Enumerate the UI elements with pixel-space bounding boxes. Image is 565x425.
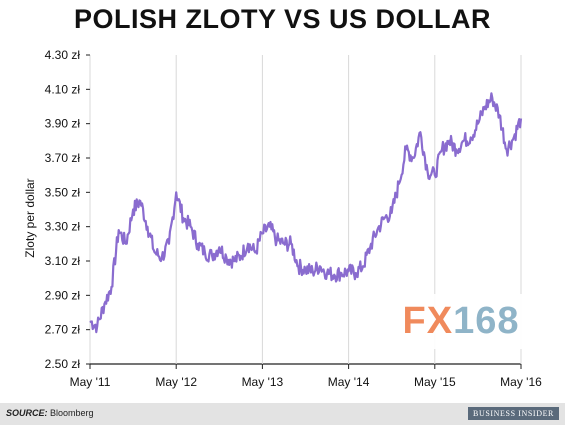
chart-title: POLISH ZLOTY VS US DOLLAR — [73, 4, 492, 34]
business-insider-logo: BUSINESS INSIDER — [468, 407, 559, 420]
y-tick-label: 4.30 zł — [45, 48, 81, 62]
y-tick-label: 2.90 zł — [45, 288, 81, 302]
y-tick-label: 3.50 zł — [45, 185, 81, 199]
watermark-number: 168 — [453, 300, 520, 342]
x-axis-ticks: May '11 May '12 May '13 May '14 May '15 May '… — [70, 364, 542, 389]
y-tick-label: 2.50 zł — [45, 357, 81, 371]
source-label: SOURCE: — [6, 408, 48, 418]
y-axis-ticks: 2.50 zł 2.70 zł 2.90 zł 3.10 zł 3.30 zł 3.50 … — [45, 48, 90, 371]
x-tick-label: May '13 — [242, 375, 284, 389]
y-tick-label: 2.70 zł — [45, 323, 81, 337]
source-value: Bloomberg — [50, 408, 94, 418]
y-tick-label: 3.90 zł — [45, 117, 81, 131]
footer-bar: SOURCE: Bloomberg BUSINESS INSIDER — [0, 403, 565, 425]
x-tick-label: May '14 — [328, 375, 370, 389]
watermark-prefix: FX — [402, 300, 454, 342]
x-tick-label: May '11 — [70, 375, 111, 389]
y-axis-label: Zloty per dollar — [23, 178, 37, 257]
series-group — [89, 92, 523, 334]
line-chart: 2.50 zł 2.70 zł 2.90 zł 3.10 zł 3.30 zł 3.50 … — [23, 48, 542, 389]
x-tick-label: May '12 — [155, 375, 197, 389]
x-tick-label: May '15 — [414, 375, 456, 389]
source-note: SOURCE: Bloomberg — [6, 408, 94, 418]
fx168-watermark: FX 168 — [372, 294, 550, 349]
series-line — [89, 92, 523, 334]
y-tick-label: 3.30 zł — [45, 220, 81, 234]
x-tick-label: May '16 — [500, 375, 542, 389]
y-tick-label: 4.10 zł — [45, 82, 81, 96]
y-tick-label: 3.10 zł — [45, 254, 81, 268]
y-tick-label: 3.70 zł — [45, 151, 81, 165]
